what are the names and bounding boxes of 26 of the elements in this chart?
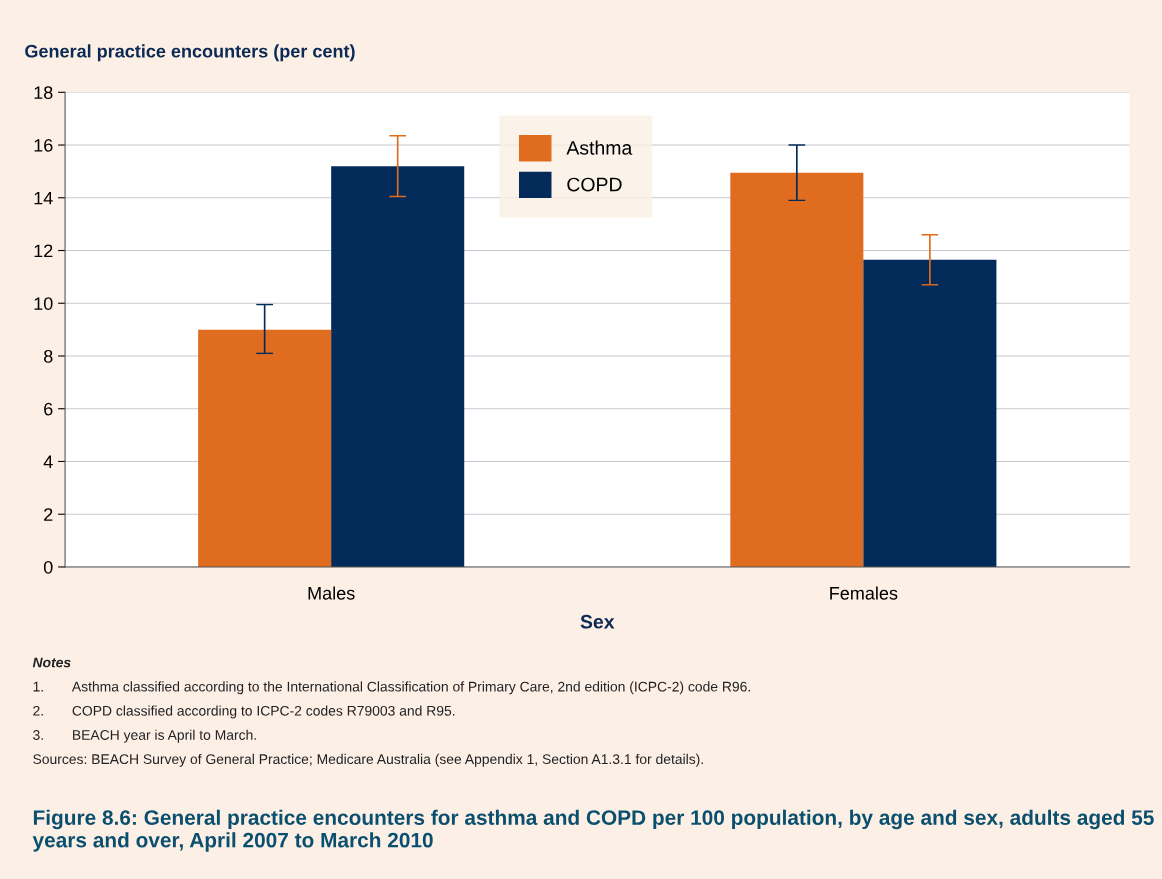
legend-label: Asthma xyxy=(566,140,633,155)
bar xyxy=(198,329,332,567)
x-tick-label: Males xyxy=(308,586,355,600)
y-tick-label: 2 xyxy=(44,508,53,521)
y-tick-label: 10 xyxy=(34,297,53,310)
y-tick-label: 4 xyxy=(43,455,53,469)
text: Figure 8.6: General practice encounters for asthma and COPD per 100 population, by age and sex, adults aged 55 years and over, April 2007 to March 2010 xyxy=(32,809,1154,852)
bar xyxy=(863,259,997,567)
x-axis-title: Sex xyxy=(580,614,615,629)
legend-label: COPD xyxy=(567,177,622,192)
text: 1. Asthma classified according to the International Classification of Primary Care, 2nd edition (ICPC-2) code R96. xyxy=(33,681,750,695)
bar xyxy=(730,172,864,567)
y-tick-label: 18 xyxy=(34,86,53,100)
text: 3. BEACH year is April to March. xyxy=(33,729,256,743)
y-axis-title: General practice encounters (per cent) xyxy=(25,44,355,62)
y-tick-label: 14 xyxy=(34,191,53,205)
bar xyxy=(331,166,465,567)
y-tick-label: 0 xyxy=(43,560,53,574)
text: 2. COPD classified according to ICPC-2 codes R79003 and R95. xyxy=(33,705,455,719)
x-tick-label: Females xyxy=(830,586,898,600)
y-tick-label: 8 xyxy=(44,349,53,363)
text: Notes xyxy=(32,657,71,668)
y-tick-label: 16 xyxy=(34,138,53,152)
y-tick-label: 6 xyxy=(44,402,53,416)
y-tick-label: 12 xyxy=(34,244,53,258)
source-note: Sources: BEACH Survey of General Practice; Medicare Australia (see Appendix 1, Section A1.3.1 for details). xyxy=(33,753,703,767)
